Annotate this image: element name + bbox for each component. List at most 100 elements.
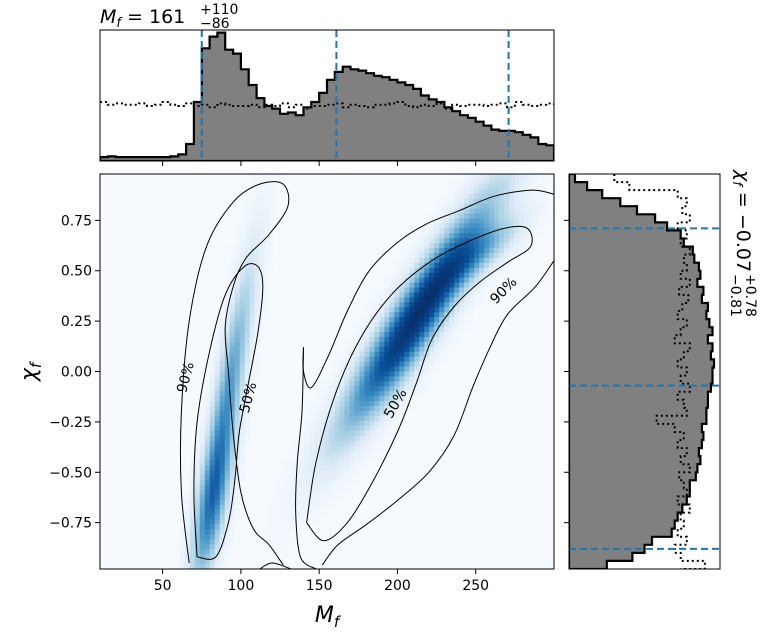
heatmap-cell	[149, 243, 156, 249]
heatmap-cell	[344, 248, 350, 254]
heatmap-cell	[349, 238, 355, 244]
heatmap-cell	[134, 361, 141, 367]
heatmap-cell	[499, 351, 505, 358]
heatmap-cell	[269, 272, 276, 279]
heatmap-cell	[334, 213, 340, 219]
heatmap-cell	[399, 193, 405, 200]
heatmap-cell	[284, 193, 290, 200]
heatmap-cell	[114, 376, 121, 382]
heatmap-cell	[469, 248, 475, 254]
heatmap-cell	[184, 401, 191, 407]
heatmap-cell	[399, 302, 405, 308]
heatmap-cell	[274, 238, 281, 244]
heatmap-cell	[174, 420, 181, 427]
heatmap-cell	[269, 218, 276, 224]
heatmap-cell	[169, 332, 176, 338]
heatmap-cell	[544, 435, 550, 442]
heatmap-cell	[289, 178, 295, 185]
heatmap-cell	[479, 332, 485, 338]
heatmap-cell	[529, 262, 535, 269]
heatmap-cell	[479, 351, 485, 358]
heatmap-cell	[269, 341, 276, 348]
heatmap-cell	[494, 262, 500, 269]
heatmap-cell	[244, 381, 251, 387]
heatmap-cell	[229, 351, 236, 358]
heatmap-cell	[379, 420, 385, 427]
heatmap-cell	[494, 282, 500, 288]
heatmap-cell	[389, 435, 395, 442]
heatmap-cell	[534, 312, 540, 318]
heatmap-cell	[124, 238, 131, 244]
heatmap-cell	[229, 267, 236, 274]
heatmap-cell	[539, 297, 545, 303]
heatmap-cell	[204, 277, 211, 284]
heatmap-cell	[519, 193, 525, 200]
heatmap-cell	[114, 253, 121, 259]
heatmap-cell	[354, 174, 360, 180]
heatmap-cell	[504, 243, 510, 249]
heatmap-cell	[299, 371, 305, 377]
heatmap-cell	[114, 322, 121, 328]
heatmap-cell	[274, 371, 281, 377]
heatmap-cell	[264, 193, 271, 200]
heatmap-cell	[454, 312, 460, 318]
heatmap-cell	[524, 332, 530, 338]
heatmap-cell	[449, 381, 455, 387]
heatmap-cell	[189, 327, 196, 333]
heatmap-cell	[429, 391, 435, 397]
heatmap-cell	[269, 351, 276, 358]
heatmap-cell	[494, 188, 500, 195]
heatmap-cell	[249, 435, 256, 442]
heatmap-cell	[184, 396, 191, 402]
heatmap-cell	[194, 312, 201, 318]
heatmap-cell	[379, 425, 385, 432]
heatmap-cell	[179, 238, 186, 244]
heatmap-cell	[169, 406, 176, 412]
heatmap-cell	[249, 174, 256, 180]
heatmap-cell	[159, 272, 166, 279]
heatmap-cell	[184, 356, 191, 363]
heatmap-cell	[119, 406, 126, 412]
heatmap-cell	[379, 213, 385, 219]
heatmap-cell	[114, 243, 121, 249]
heatmap-cell	[254, 346, 261, 353]
heatmap-cell	[374, 415, 380, 422]
heatmap-cell	[379, 183, 385, 190]
heatmap-cell	[449, 297, 455, 303]
heatmap-cell	[489, 420, 495, 427]
heatmap-cell	[309, 208, 315, 214]
heatmap-cell	[469, 203, 475, 209]
heatmap-cell	[259, 391, 266, 397]
heatmap-cell	[224, 401, 231, 407]
heatmap-cell	[494, 292, 500, 298]
heatmap-cell	[354, 317, 360, 323]
heatmap-cell	[259, 253, 266, 259]
heatmap-cell	[299, 356, 305, 363]
heatmap-cell	[544, 371, 550, 377]
heatmap-cell	[319, 406, 325, 412]
heatmap-cell	[279, 297, 285, 303]
heatmap-cell	[539, 213, 545, 219]
heatmap-cell	[274, 435, 281, 442]
heatmap-cell	[399, 213, 405, 219]
heatmap-cell	[119, 386, 126, 392]
heatmap-cell	[429, 292, 435, 298]
heatmap-cell	[514, 430, 520, 437]
heatmap-cell	[544, 346, 550, 353]
heatmap-cell	[134, 257, 141, 264]
heatmap-cell	[449, 351, 455, 358]
heatmap-cell	[249, 341, 256, 348]
heatmap-cell	[354, 292, 360, 298]
heatmap-cell	[154, 440, 161, 446]
heatmap-cell	[479, 267, 485, 274]
heatmap-cell	[514, 371, 520, 377]
heatmap-cell	[194, 386, 201, 392]
heatmap-cell	[509, 351, 515, 358]
heatmap-cell	[204, 218, 211, 224]
heatmap-cell	[464, 213, 470, 219]
heatmap-cell	[349, 257, 355, 264]
heatmap-cell	[109, 332, 116, 338]
heatmap-cell	[189, 371, 196, 377]
heatmap-cell	[339, 233, 345, 239]
heatmap-cell	[519, 233, 525, 239]
